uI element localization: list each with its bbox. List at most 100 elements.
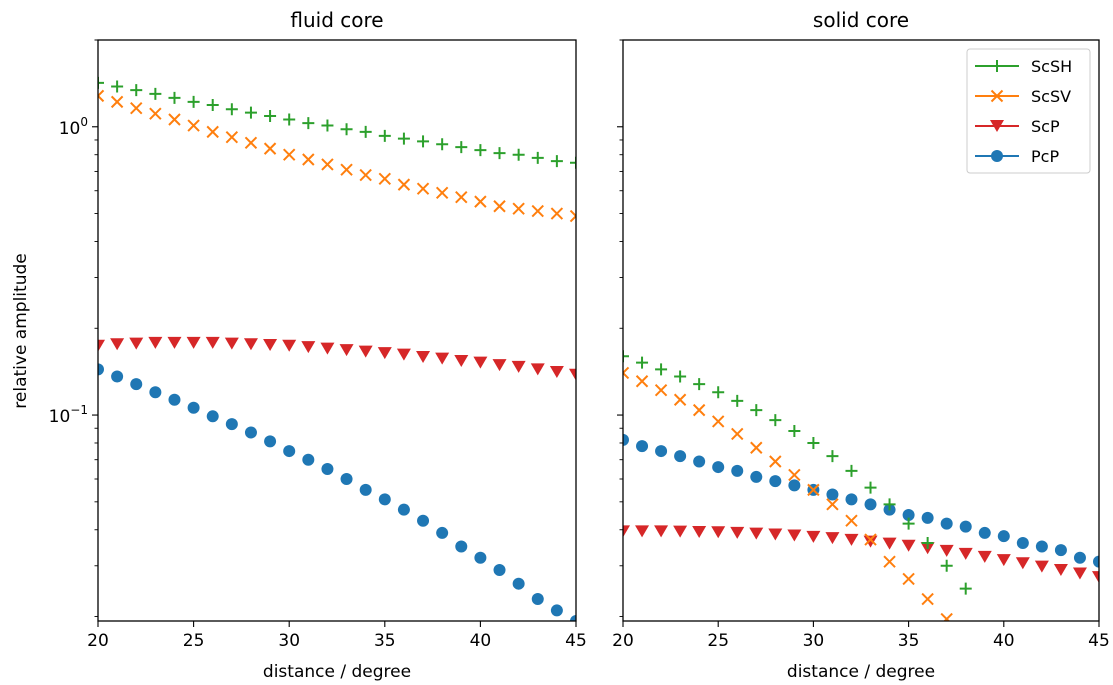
point-scp	[863, 535, 878, 548]
point-scsh	[826, 450, 839, 463]
point-scp	[186, 336, 201, 349]
point-scp	[882, 537, 897, 550]
point-pcp	[655, 445, 668, 458]
point-pcp	[340, 473, 353, 486]
point-scsh	[340, 123, 353, 136]
point-scsh	[959, 582, 972, 595]
point-scp	[492, 359, 507, 372]
series-pcp	[98, 363, 576, 621]
point-scsh	[769, 414, 782, 427]
point-scsv	[692, 403, 706, 417]
panel-title: solid core	[813, 8, 909, 32]
point-scsv	[187, 119, 200, 132]
series-scsv	[623, 366, 953, 621]
x-tick-label: 20	[87, 631, 109, 651]
x-tick-label: 30	[803, 631, 825, 651]
point-pcp	[187, 401, 200, 414]
point-pcp	[302, 453, 315, 466]
point-pcp	[1054, 544, 1067, 557]
point-pcp	[978, 526, 991, 539]
series-scsh	[623, 350, 972, 595]
point-pcp	[788, 479, 801, 492]
point-scsh	[731, 394, 744, 407]
point-scsv	[455, 190, 468, 204]
point-scp	[569, 368, 576, 381]
point-pcp	[712, 461, 725, 474]
point-scsv	[826, 498, 839, 511]
legend-marker	[991, 150, 1003, 162]
point-pcp	[436, 526, 449, 539]
point-pcp	[1016, 536, 1029, 549]
point-pcp	[244, 426, 257, 439]
y-tick-label: 100	[59, 115, 88, 139]
point-pcp	[623, 433, 629, 446]
point-scsh	[531, 151, 544, 164]
point-scsv	[940, 612, 953, 621]
point-scsh	[149, 87, 162, 100]
legend: ScSH ScSV ScP PcP	[966, 48, 1091, 174]
point-pcp	[168, 393, 181, 406]
point-scp	[1072, 567, 1087, 580]
point-pcp	[474, 551, 487, 564]
legend-label: ScP	[1031, 117, 1060, 136]
point-scp	[224, 337, 239, 350]
point-scsv	[321, 158, 334, 171]
point-pcp	[417, 514, 430, 527]
point-scp	[996, 554, 1011, 567]
point-scsv	[474, 195, 487, 208]
point-scsv	[130, 101, 143, 115]
point-scp	[243, 338, 258, 351]
point-pcp	[636, 440, 649, 453]
point-scsh	[674, 370, 687, 383]
point-scsv	[302, 153, 315, 166]
series-scp	[623, 525, 1099, 584]
point-scsv	[340, 163, 353, 176]
point-scp	[654, 525, 669, 538]
point-scsh	[902, 517, 915, 530]
point-scp	[396, 348, 411, 361]
point-scsh	[417, 135, 430, 148]
point-scp	[511, 360, 526, 373]
point-pcp	[864, 498, 877, 511]
point-scsh	[474, 144, 487, 157]
plot-area	[623, 350, 1099, 621]
point-scp	[692, 525, 707, 538]
point-scp	[1053, 564, 1068, 577]
point-scsv	[569, 209, 576, 223]
point-scsv	[883, 555, 896, 568]
point-scp	[549, 366, 564, 379]
legend-item-pcp: PcP	[975, 147, 1059, 166]
point-pcp	[1093, 555, 1099, 568]
point-scp	[806, 530, 821, 543]
point-scsv	[282, 148, 296, 161]
point-pcp	[750, 470, 763, 483]
point-scsh	[264, 109, 277, 122]
point-scsh	[807, 436, 820, 449]
point-pcp	[321, 462, 334, 475]
point-pcp	[225, 418, 238, 431]
legend-item-scp: ScP	[975, 117, 1060, 136]
point-scp	[416, 350, 431, 363]
point-scsv	[263, 142, 277, 155]
x-tick-label: 30	[278, 631, 300, 651]
axes-frame	[622, 39, 1100, 622]
point-scp	[901, 539, 916, 552]
point-scsh	[378, 129, 391, 142]
point-scsv	[168, 113, 181, 126]
point-scsv	[110, 95, 124, 109]
point-scp	[339, 344, 354, 357]
point-scsv	[788, 468, 801, 482]
point-scsh	[712, 386, 725, 399]
point-scsh	[98, 76, 104, 89]
point-scp	[749, 527, 764, 540]
point-pcp	[130, 378, 143, 391]
x-tick-label: 25	[707, 631, 729, 651]
point-scsv	[397, 178, 411, 191]
point-scsh	[130, 84, 143, 97]
point-scsv	[149, 107, 162, 120]
point-scp	[1015, 557, 1030, 570]
point-scsv	[654, 383, 668, 397]
point-pcp	[359, 483, 372, 496]
point-scsh	[921, 536, 934, 549]
